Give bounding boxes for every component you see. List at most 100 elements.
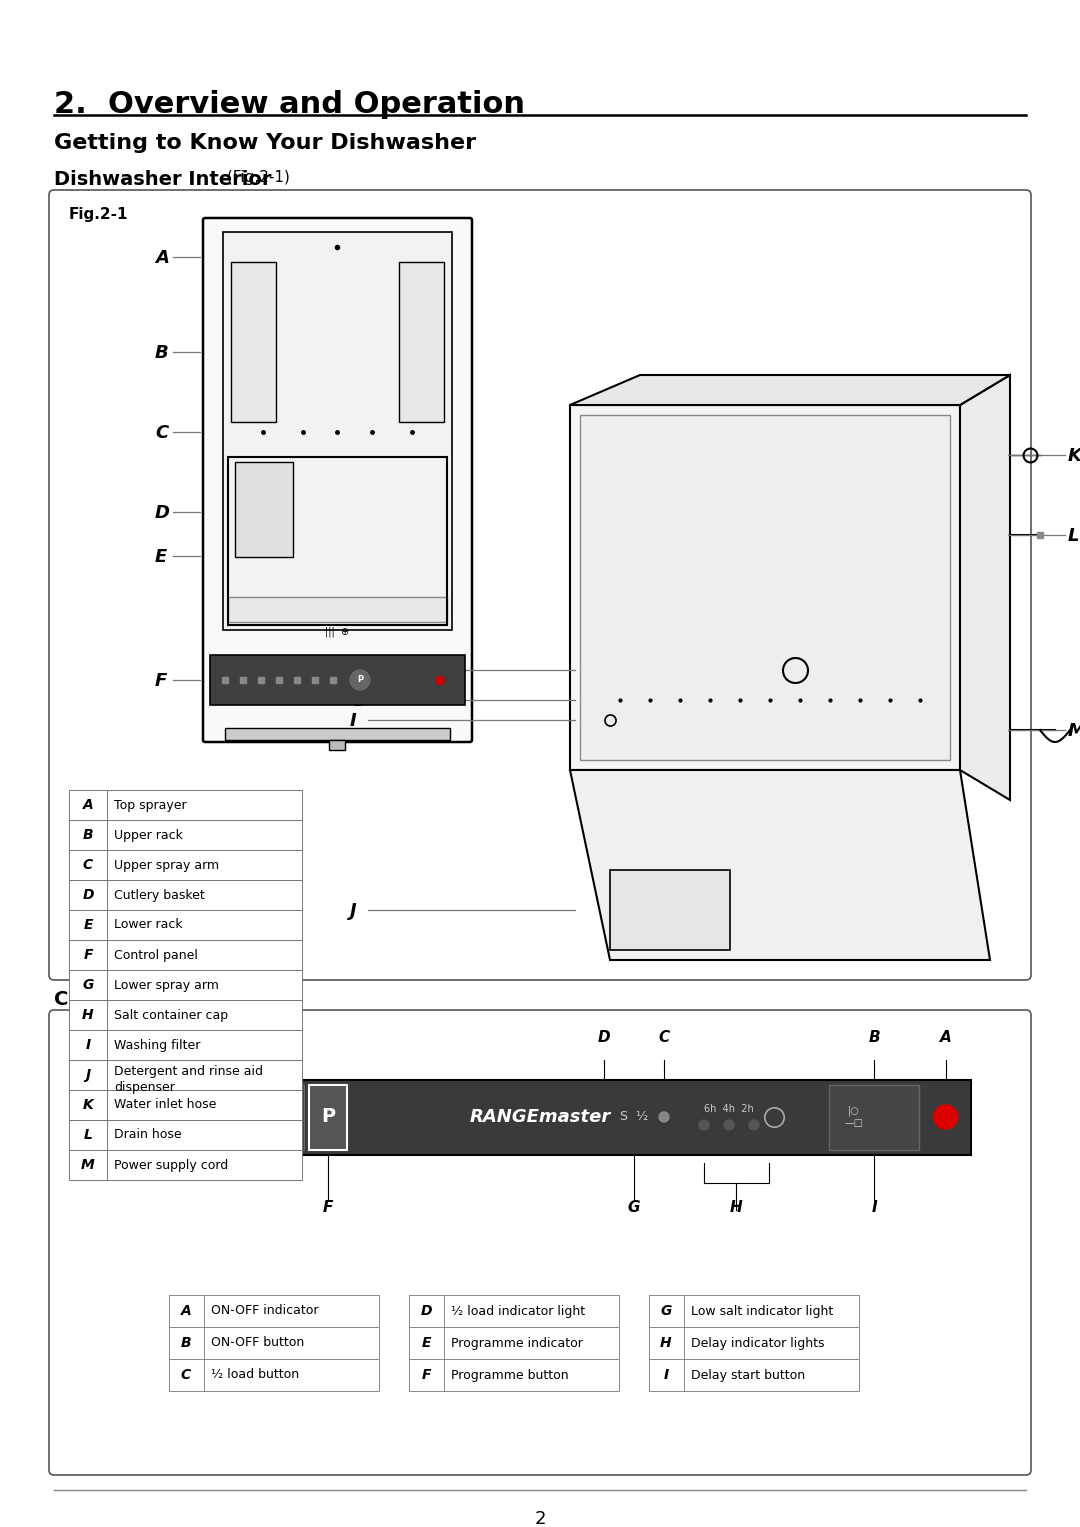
Text: |○
—□: |○ —□ (845, 1106, 864, 1128)
Text: B: B (156, 344, 168, 362)
Text: ?: ? (251, 1104, 255, 1113)
Bar (829, 1086, 919, 1150)
Text: ⟳: ⟳ (272, 1104, 279, 1113)
Text: C: C (156, 425, 168, 441)
Text: A: A (83, 799, 93, 812)
Bar (231, 263, 276, 421)
Bar (399, 263, 444, 421)
Bar (409, 1295, 619, 1327)
Circle shape (226, 1119, 237, 1130)
Bar (69, 970, 302, 1000)
Text: Washing filter: Washing filter (114, 1038, 201, 1052)
Bar (210, 655, 465, 705)
Text: 2: 2 (535, 1510, 545, 1527)
Text: B: B (868, 1031, 880, 1044)
Text: □: □ (205, 1104, 213, 1113)
Circle shape (270, 1119, 280, 1130)
Bar (69, 1031, 302, 1060)
Text: I: I (85, 1038, 91, 1052)
Text: C: C (181, 1368, 191, 1382)
Bar (168, 1359, 379, 1391)
Text: A: A (180, 1304, 191, 1318)
Bar (228, 597, 447, 621)
Text: I: I (663, 1368, 669, 1382)
Text: 2.  Overview and Operation: 2. Overview and Operation (54, 90, 525, 119)
Text: A: A (156, 249, 168, 267)
Bar (222, 232, 453, 631)
Text: E: E (229, 1009, 239, 1025)
Text: P: P (356, 675, 363, 684)
Text: M: M (81, 1157, 95, 1173)
Polygon shape (570, 405, 960, 770)
Text: ON-OFF indicator: ON-OFF indicator (211, 1304, 319, 1318)
Text: H: H (350, 663, 365, 680)
Text: I: I (350, 712, 356, 730)
Bar (409, 1327, 619, 1359)
Text: Fig.2-1: Fig.2-1 (69, 208, 129, 221)
Text: Upper rack: Upper rack (114, 829, 183, 841)
Text: Water inlet hose: Water inlet hose (114, 1098, 216, 1112)
Text: D: D (597, 1031, 610, 1044)
Text: ON-OFF button: ON-OFF button (211, 1336, 305, 1350)
Text: Programme indicator: Programme indicator (451, 1336, 583, 1350)
Text: P: P (321, 1107, 335, 1127)
Text: ☗: ☗ (228, 1104, 234, 1113)
Text: (Fig.2-2): (Fig.2-2) (192, 989, 260, 1005)
Text: B: B (83, 828, 93, 841)
Text: L: L (83, 1128, 93, 1142)
Text: Control panel: Control panel (114, 948, 198, 962)
Text: ☕: ☕ (184, 1104, 190, 1113)
Text: 6h  4h  2h: 6h 4h 2h (704, 1104, 754, 1115)
Text: Lower spray arm: Lower spray arm (114, 979, 219, 991)
Text: Upper spray arm: Upper spray arm (114, 858, 219, 872)
Text: K: K (83, 1098, 93, 1112)
Text: C: C (83, 858, 93, 872)
Bar (69, 910, 302, 941)
Circle shape (248, 1119, 258, 1130)
Text: M: M (1068, 722, 1080, 741)
Text: E: E (83, 918, 93, 931)
Text: F: F (156, 672, 167, 690)
Text: RANGEmaster: RANGEmaster (470, 1109, 610, 1125)
Text: Cutlery basket: Cutlery basket (114, 889, 205, 901)
Text: D: D (420, 1304, 432, 1318)
FancyBboxPatch shape (203, 218, 472, 742)
Bar (235, 463, 293, 557)
Text: I: I (872, 1200, 877, 1215)
Bar (168, 1327, 379, 1359)
Circle shape (659, 1112, 669, 1122)
Bar (649, 1359, 859, 1391)
Bar (69, 1119, 302, 1150)
FancyBboxPatch shape (49, 1009, 1031, 1475)
Bar (610, 870, 730, 950)
Polygon shape (570, 376, 1010, 405)
Text: S  ½: S ½ (620, 1110, 648, 1124)
Text: B: B (180, 1336, 191, 1350)
Circle shape (292, 1119, 302, 1130)
Bar (168, 1295, 379, 1327)
Text: Dishwasher Interior: Dishwasher Interior (54, 169, 271, 189)
Circle shape (183, 1119, 192, 1130)
Text: ½ load button: ½ load button (211, 1368, 299, 1382)
Bar (228, 457, 447, 625)
Text: (Fig.2-1): (Fig.2-1) (222, 169, 289, 185)
Polygon shape (960, 376, 1010, 800)
Text: Lower rack: Lower rack (114, 919, 183, 931)
Text: G: G (660, 1304, 672, 1318)
Bar (69, 820, 302, 851)
Bar (409, 1359, 619, 1391)
Bar (69, 1000, 302, 1031)
Text: Drain hose: Drain hose (114, 1128, 181, 1142)
Text: K: K (1068, 447, 1080, 466)
Text: J: J (350, 902, 356, 919)
Bar (69, 1060, 302, 1090)
Text: dispenser: dispenser (114, 1081, 175, 1093)
Circle shape (750, 1119, 759, 1130)
Text: H: H (82, 1008, 94, 1022)
Text: F: F (421, 1368, 431, 1382)
Text: Detergent and rinse aid: Detergent and rinse aid (114, 1064, 264, 1078)
Bar (69, 851, 302, 880)
Bar (649, 1327, 859, 1359)
Bar (69, 1090, 302, 1119)
Text: A: A (940, 1031, 951, 1044)
